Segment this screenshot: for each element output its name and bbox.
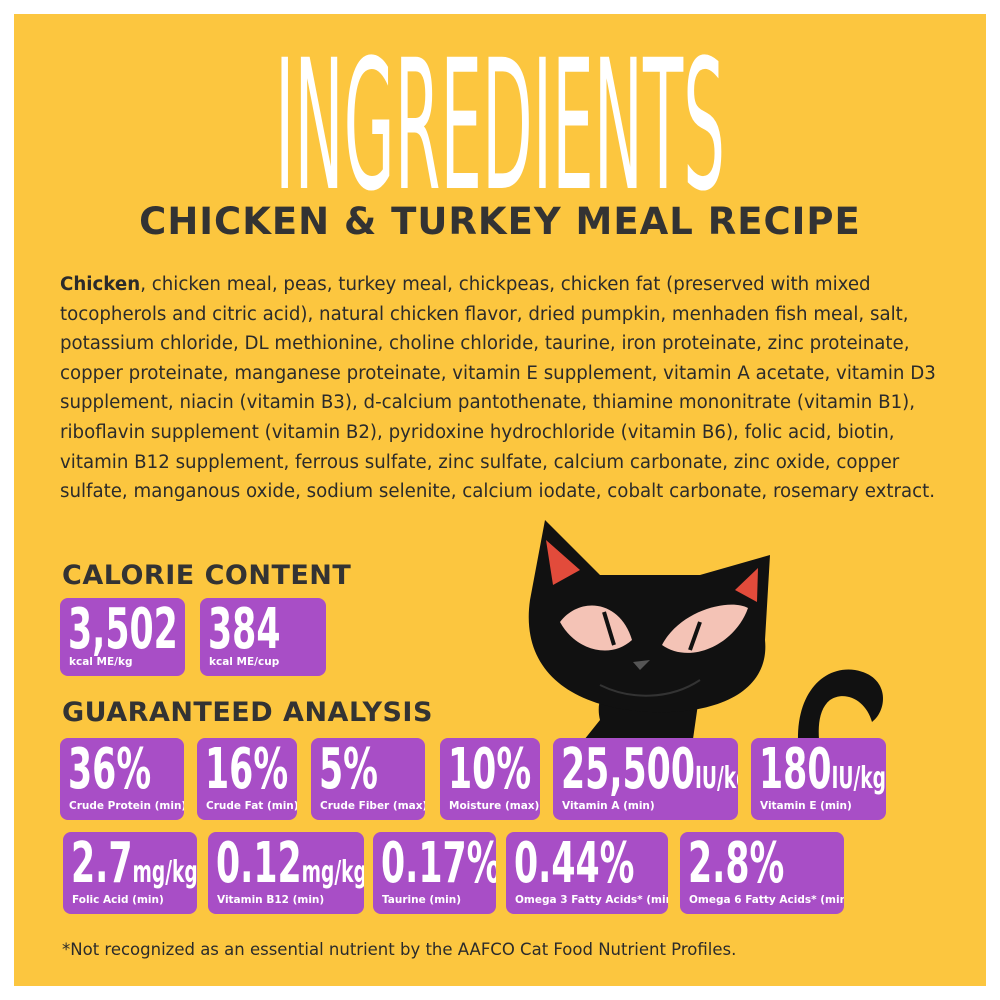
value-number: 2.8%: [688, 832, 785, 896]
box-label: Taurine (min): [382, 894, 462, 906]
value-box: 2.8% Omega 6 Fatty Acids* (min): [680, 832, 844, 914]
value-box: 0.12mg/kg Vitamin B12 (min): [208, 832, 364, 914]
ingredients-rest: , chicken meal, peas, turkey meal, chick…: [60, 274, 936, 503]
box-label: Crude Protein (min): [69, 800, 184, 812]
value-number: 25,500: [561, 738, 695, 802]
background: [14, 14, 986, 986]
value-box: 36% Crude Protein (min): [60, 738, 184, 820]
box-value: 2.8%: [688, 832, 784, 896]
value-number: 10%: [448, 738, 532, 802]
value-box: 5% Crude Fiber (max): [311, 738, 425, 820]
box-label: Crude Fat (min): [206, 800, 297, 812]
value-number: 180: [759, 738, 832, 802]
box-value: 0.44%: [514, 832, 634, 896]
analysis-heading: GUARANTEED ANALYSIS: [62, 697, 433, 728]
value-number: 5%: [319, 738, 378, 802]
value-unit: mg/kg: [301, 855, 364, 890]
ingredients-lead: Chicken: [60, 274, 141, 295]
box-label: Crude Fiber (max): [320, 800, 425, 812]
value-unit: IU/kg: [694, 761, 738, 796]
value-box: 2.7mg/kg Folic Acid (min): [63, 832, 197, 914]
box-value: 2.7mg/kg: [71, 832, 197, 905]
box-value: 16%: [205, 738, 288, 802]
value-box: 384 kcal ME/cup: [200, 598, 326, 676]
value-unit: IU/kg: [831, 761, 886, 796]
box-value: 180IU/kg: [759, 738, 886, 811]
box-value: 0.17%: [381, 832, 496, 896]
title: INGREDIENTS: [275, 22, 725, 231]
value-unit: mg/kg: [132, 855, 197, 890]
cat-illustration: [528, 520, 884, 770]
value-box: 180IU/kg Vitamin E (min): [751, 738, 886, 820]
box-label: kcal ME/kg: [69, 656, 133, 668]
value-box: 0.44% Omega 3 Fatty Acids* (min): [506, 832, 668, 914]
box-label: Omega 3 Fatty Acids* (min): [515, 894, 668, 906]
value-number: 16%: [205, 738, 289, 802]
box-value: 36%: [68, 738, 151, 802]
value-number: 0.17%: [381, 832, 496, 896]
value-box: 3,502 kcal ME/kg: [60, 598, 185, 676]
box-value: 384: [208, 598, 280, 662]
value-number: 36%: [68, 738, 152, 802]
box-label: kcal ME/cup: [209, 656, 280, 668]
box-label: Vitamin A (min): [562, 800, 655, 812]
value-number: 0.44%: [514, 832, 635, 896]
box-value: 10%: [448, 738, 531, 802]
box-value: 25,500IU/kg: [561, 738, 738, 811]
value-box: 0.17% Taurine (min): [373, 832, 496, 914]
box-label: Vitamin E (min): [760, 800, 852, 812]
value-box: 16% Crude Fat (min): [197, 738, 297, 820]
box-label: Moisture (max): [449, 800, 540, 812]
value-number: 0.12: [216, 832, 302, 896]
value-box: 10% Moisture (max): [440, 738, 540, 820]
calorie-heading: CALORIE CONTENT: [62, 560, 352, 591]
box-value: 3,502: [68, 598, 178, 662]
subtitle: CHICKEN & TURKEY MEAL RECIPE: [139, 200, 861, 243]
value-number: 3,502: [68, 598, 178, 662]
box-value: 5%: [319, 738, 378, 802]
value-number: 384: [208, 598, 281, 662]
box-label: Vitamin B12 (min): [217, 894, 325, 906]
ingredients-text: Chicken, chicken meal, peas, turkey meal…: [60, 270, 952, 507]
box-label: Folic Acid (min): [72, 894, 164, 906]
value-number: 2.7: [71, 832, 133, 896]
box-label: Omega 6 Fatty Acids* (min): [689, 894, 844, 906]
footnote: *Not recognized as an essential nutrient…: [62, 940, 737, 959]
box-value: 0.12mg/kg: [216, 832, 364, 905]
